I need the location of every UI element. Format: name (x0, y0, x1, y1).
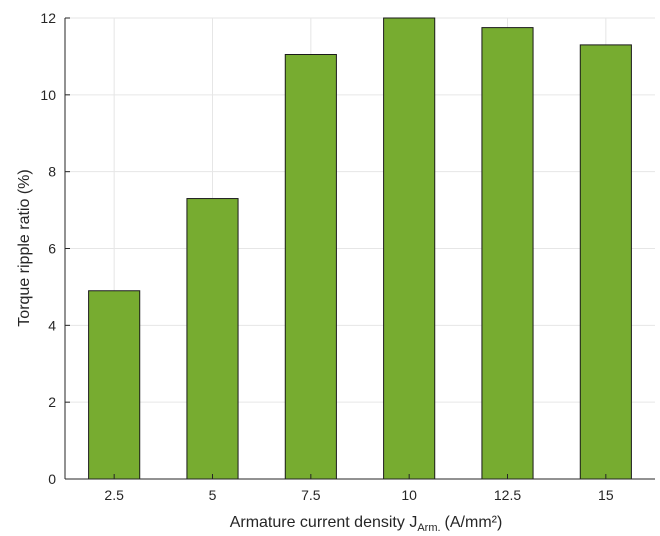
x-tick-label: 15 (598, 487, 614, 503)
bar (383, 17, 436, 480)
y-tick-label: 6 (48, 241, 56, 257)
axes (64, 17, 655, 480)
bar (481, 27, 534, 480)
bar (88, 290, 141, 480)
x-tick-labels: 2.5 5 7.5 10 12.5 15 (104, 487, 613, 503)
x-tick-label: 12.5 (494, 487, 521, 503)
y-tick-label: 2 (48, 394, 56, 410)
y-tick-label: 12 (40, 10, 56, 26)
y-tick-labels: 0 2 4 6 8 10 12 (40, 10, 56, 487)
bars (88, 17, 632, 480)
grid-lines (65, 17, 655, 480)
x-axis-label: Armature current density JArm. (A/mm²) (230, 514, 503, 534)
bar (579, 44, 632, 480)
bar (186, 198, 239, 480)
x-axis-label-main: Armature current density J (230, 514, 418, 531)
x-axis-label-subscript: Arm. (417, 522, 440, 534)
x-tick-label: 7.5 (301, 487, 321, 503)
y-tick-label: 10 (40, 87, 56, 103)
x-axis-label-unit: (A/mm²) (445, 514, 503, 531)
bar (284, 53, 337, 480)
x-tick-label: 5 (209, 487, 217, 503)
x-tick-label: 2.5 (104, 487, 124, 503)
y-tick-label: 0 (48, 471, 56, 487)
x-tick-label: 10 (401, 487, 417, 503)
y-axis-label: Torque ripple ratio (%) (16, 169, 33, 326)
y-tick-label: 8 (48, 164, 56, 180)
y-tick-label: 4 (48, 317, 56, 333)
